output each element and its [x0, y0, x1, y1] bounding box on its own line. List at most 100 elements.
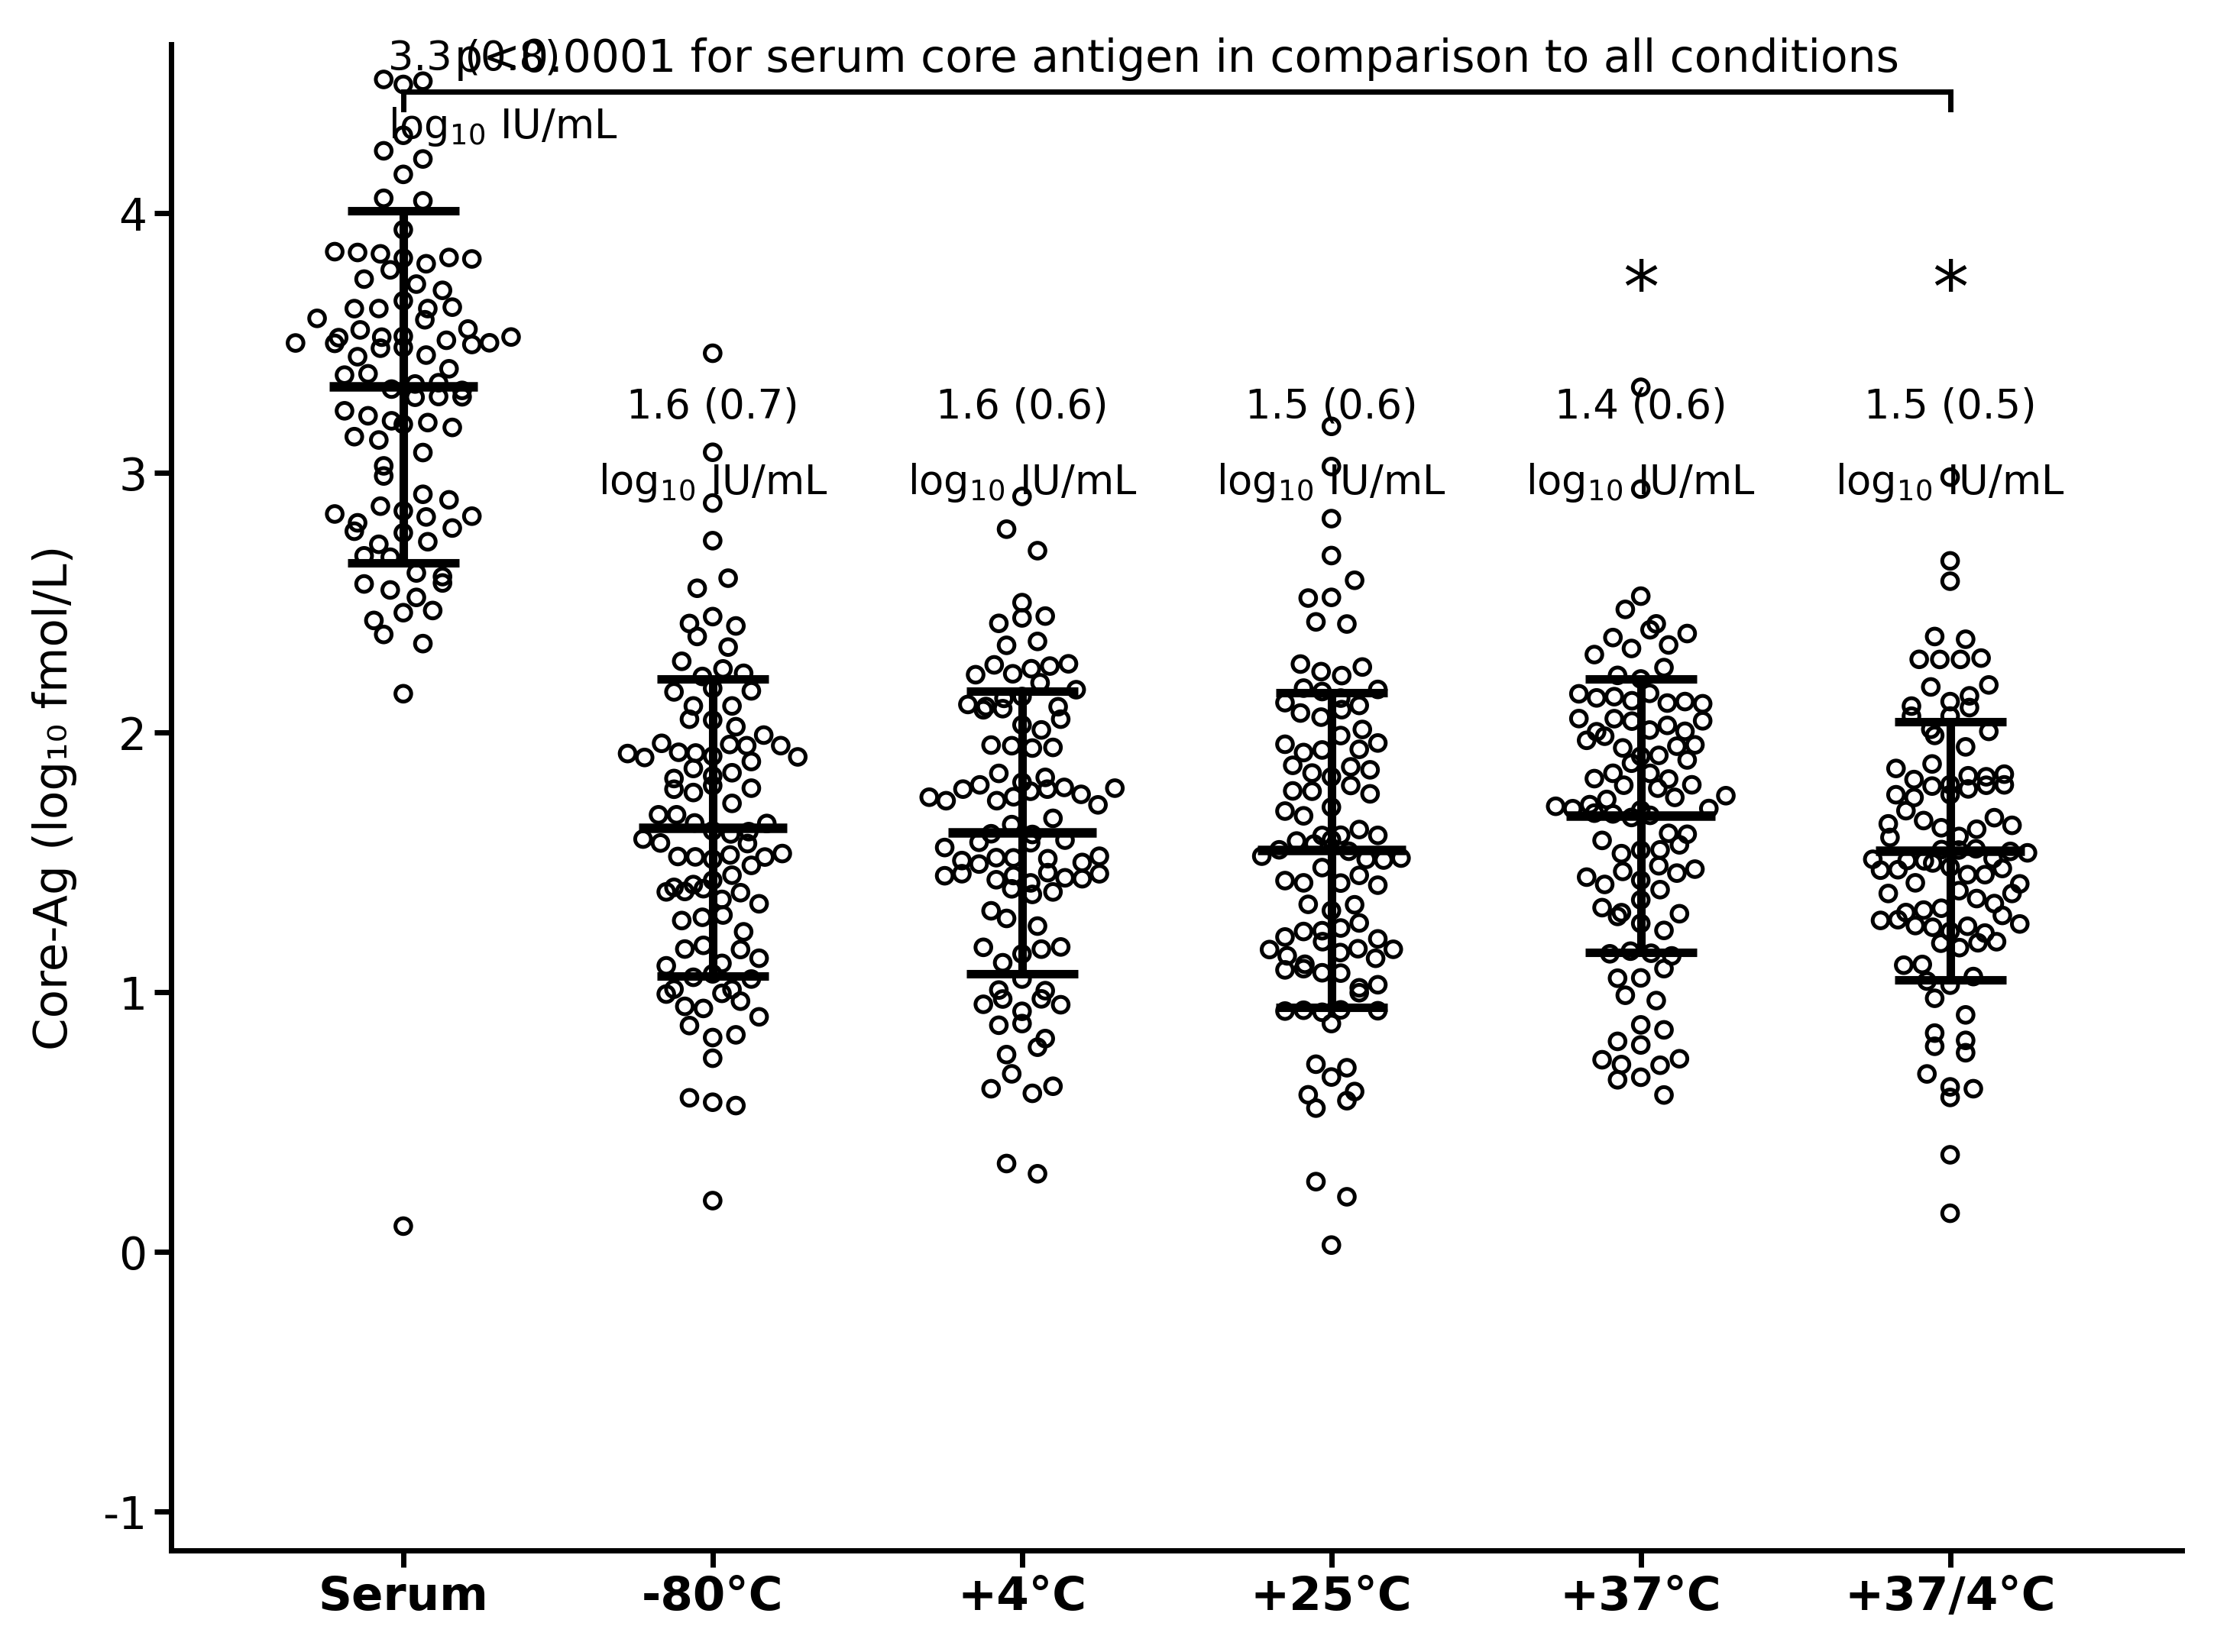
Point — [363, 241, 399, 268]
Point — [733, 748, 768, 775]
Point — [695, 707, 731, 733]
Text: $\mathrm{log}_{10}$ IU/mL: $\mathrm{log}_{10}$ IU/mL — [1835, 461, 2066, 504]
Point — [1649, 712, 1685, 738]
Point — [1623, 373, 1658, 400]
Point — [1014, 881, 1049, 907]
Point — [695, 489, 731, 515]
Point — [317, 238, 352, 264]
Point — [959, 661, 994, 687]
Point — [666, 935, 702, 961]
Point — [1663, 900, 1698, 927]
Point — [1570, 864, 1605, 890]
Point — [1313, 1232, 1348, 1259]
Point — [1572, 791, 1607, 818]
Point — [1286, 998, 1322, 1024]
Point — [1596, 624, 1632, 651]
Point — [1955, 1075, 1990, 1102]
Point — [1641, 775, 1676, 801]
Point — [1324, 996, 1359, 1023]
Point — [655, 776, 691, 803]
Point — [985, 695, 1021, 722]
Point — [372, 544, 407, 570]
Point — [1906, 847, 1942, 874]
Point — [1623, 743, 1658, 770]
Point — [1328, 1183, 1364, 1209]
Point — [410, 296, 445, 322]
Point — [981, 610, 1016, 636]
Point — [1904, 952, 1939, 978]
Point — [1027, 978, 1063, 1004]
Point — [1291, 1082, 1326, 1108]
Point — [1933, 689, 1968, 715]
Point — [990, 1150, 1025, 1176]
Point — [399, 560, 434, 586]
Point — [779, 743, 815, 770]
Point — [321, 324, 356, 350]
Point — [1269, 943, 1304, 970]
Point — [1942, 935, 1977, 961]
Point — [996, 862, 1032, 889]
Point — [1623, 1064, 1658, 1090]
Point — [1266, 867, 1302, 894]
Point — [1280, 828, 1315, 854]
Point — [1995, 881, 2030, 907]
Point — [1324, 960, 1359, 986]
Point — [655, 874, 691, 900]
Point — [1014, 829, 1049, 856]
Point — [742, 945, 777, 971]
Point — [1951, 914, 1986, 940]
Point — [996, 844, 1032, 871]
Point — [1975, 846, 2010, 872]
Point — [1337, 1079, 1373, 1105]
Point — [1304, 960, 1339, 986]
Point — [974, 821, 1010, 847]
Point — [990, 905, 1025, 932]
Point — [1933, 464, 1968, 491]
Point — [671, 1013, 706, 1039]
Point — [1596, 684, 1632, 710]
Point — [1658, 861, 1694, 887]
Point — [746, 844, 782, 871]
Point — [1359, 998, 1395, 1024]
Point — [1348, 846, 1384, 872]
Point — [1623, 838, 1658, 864]
Text: $\mathrm{log}_{10}$ IU/mL: $\mathrm{log}_{10}$ IU/mL — [1525, 461, 1756, 504]
Point — [1656, 785, 1691, 811]
Point — [1324, 823, 1359, 849]
Point — [1005, 966, 1041, 993]
Point — [1030, 859, 1065, 885]
Point — [345, 266, 381, 292]
Point — [686, 876, 722, 902]
Point — [1862, 907, 1897, 933]
Point — [385, 497, 421, 524]
Point — [407, 251, 443, 278]
Point — [1005, 770, 1041, 796]
Point — [1968, 771, 2004, 798]
Point — [1014, 1080, 1049, 1107]
Point — [1047, 828, 1083, 854]
Point — [385, 334, 421, 360]
Point — [1641, 852, 1676, 879]
Point — [1959, 816, 1995, 843]
Point — [640, 801, 675, 828]
Point — [1658, 733, 1694, 760]
Point — [361, 426, 396, 453]
Point — [454, 246, 489, 273]
Point — [1592, 940, 1627, 966]
Point — [1601, 1028, 1636, 1054]
Point — [1014, 656, 1049, 682]
Point — [1576, 800, 1612, 826]
Point — [664, 648, 700, 674]
Point — [1855, 846, 1891, 872]
Point — [1632, 616, 1667, 643]
Point — [1043, 933, 1078, 960]
Point — [1342, 816, 1377, 843]
Point — [1948, 733, 1984, 760]
Point — [1328, 611, 1364, 638]
Point — [695, 1188, 731, 1214]
Point — [1313, 585, 1348, 611]
Point — [996, 783, 1032, 809]
Point — [1295, 831, 1331, 857]
Point — [1906, 808, 1942, 834]
Point — [350, 360, 385, 387]
